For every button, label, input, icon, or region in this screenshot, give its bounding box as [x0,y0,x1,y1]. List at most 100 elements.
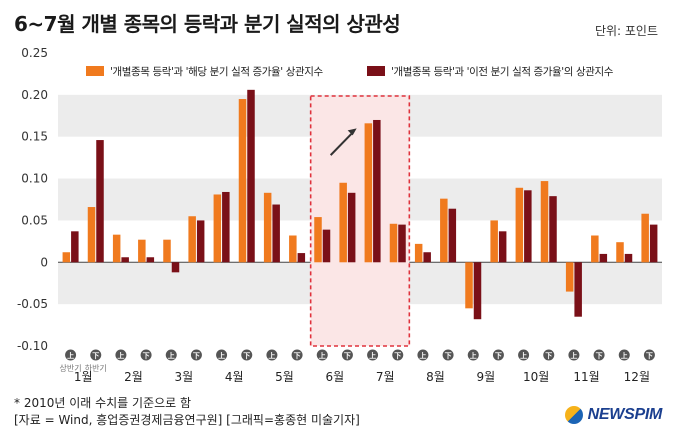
month-label: 3월 [174,370,193,384]
half-note: 하반기 [85,363,107,373]
bar-current-quarter [314,217,322,263]
bar-previous-quarter [347,192,356,263]
half-badge-icon [593,349,605,361]
half-badge-label: 下 [394,352,401,360]
bar-previous-quarter [121,257,129,263]
y-tick-label: 0.20 [21,88,48,102]
half-badge-label: 下 [445,352,452,360]
bar-current-quarter [540,181,549,263]
half-badge-icon [643,349,655,361]
bar-previous-quarter [146,257,155,263]
half-badge-icon [367,349,379,361]
legend-swatch [367,66,385,76]
half-badge-label: 上 [621,351,628,360]
bar-current-quarter [87,207,96,263]
chart-title: 6~7월 개별 종목의 등락과 분기 실적의 상관성 [14,12,401,36]
bar-previous-quarter [599,253,608,263]
y-tick-label: 0.05 [21,213,48,227]
bar-previous-quarter [398,224,406,263]
bar-current-quarter [263,192,272,263]
half-badge-label: 下 [495,352,502,360]
arrow-icon [347,128,357,136]
bar-current-quarter [289,235,297,263]
bar-previous-quarter [448,208,457,263]
month-label: 5월 [275,370,294,384]
half-badge-icon [90,349,102,361]
bar-current-quarter [641,213,649,263]
half-badge-icon [568,349,580,361]
half-badge-label: 上 [67,351,74,360]
half-badge-icon [216,349,228,361]
half-badge-icon [190,349,202,361]
half-badge-icon [341,349,353,361]
bar-previous-quarter [649,224,658,263]
y-tick-label: 0.25 [21,46,48,60]
half-badge-label: 下 [596,352,603,360]
trend-arrow-line [329,131,354,156]
bar-previous-quarter [272,204,280,263]
half-badge-icon [467,349,479,361]
bar-previous-quarter [322,229,331,263]
bar-previous-quarter [574,262,582,317]
month-label: 9월 [476,370,495,384]
bar-previous-quarter [549,196,557,263]
half-badge-label: 下 [243,352,250,360]
half-badge-icon [618,349,630,361]
y-tick-label: 0.10 [21,172,48,186]
newspim-logo-icon [564,406,583,424]
unit-label: 단위: 포인트 [594,24,658,38]
half-badge-label: 上 [419,351,426,360]
half-badge-label: 下 [344,352,351,360]
bar-current-quarter [465,262,473,309]
half-badge-icon [165,349,177,361]
half-badge-icon [442,349,454,361]
bar-current-quarter [112,234,121,263]
month-label: 7월 [376,370,395,384]
month-label: 8월 [426,370,445,384]
month-label: 1월 [74,370,93,384]
legend-box [62,57,658,85]
half-badge-icon [392,349,404,361]
half-badge-icon [492,349,504,361]
bar-current-quarter [62,252,71,263]
half-badge-icon [241,349,253,361]
y-tick-label: 0.15 [21,130,48,144]
half-badge-label: 上 [570,351,577,360]
half-badge-label: 下 [545,352,552,360]
half-badge-label: 上 [520,351,527,360]
month-label: 2월 [124,370,143,384]
bar-current-quarter [490,220,498,263]
bar-current-quarter [213,194,222,263]
bar-previous-quarter [71,231,79,263]
bar-current-quarter [616,242,624,263]
bar-previous-quarter [96,140,104,263]
legend-swatch [86,66,104,76]
brand-name: NEWSPIM [587,406,663,423]
half-badge-label: 下 [193,352,200,360]
bar-previous-quarter [247,89,255,263]
half-badge-icon [266,349,278,361]
source-credit: [자료 = Wind, 흥업증권경제금융연구원] [그래픽=홍종현 미술기자] [14,413,360,427]
bar-current-quarter [389,223,398,263]
bar-previous-quarter [171,262,180,273]
bar-previous-quarter [473,262,482,320]
y-tick-label: -0.10 [17,339,48,353]
bar-previous-quarter [196,220,205,263]
highlight-box [309,95,411,347]
bar-current-quarter [440,198,448,263]
half-badge-icon [417,349,429,361]
half-badge-label: 上 [268,351,275,360]
half-badge-label: 上 [319,351,326,360]
legend-label: '개별종목 등락'과 '해당 분기 실적 증가율' 상관지수 [110,65,324,78]
bar-previous-quarter [498,231,507,263]
footnote: * 2010년 이래 수치를 기준으로 함 [14,396,192,410]
half-badge-label: 上 [369,351,376,360]
half-badge-icon [518,349,530,361]
month-label: 12월 [624,370,650,384]
bar-previous-quarter [624,253,633,263]
month-label: 11월 [573,370,599,384]
half-badge-label: 下 [143,352,150,360]
half-badge-icon [65,349,77,361]
bar-current-quarter [238,99,247,263]
